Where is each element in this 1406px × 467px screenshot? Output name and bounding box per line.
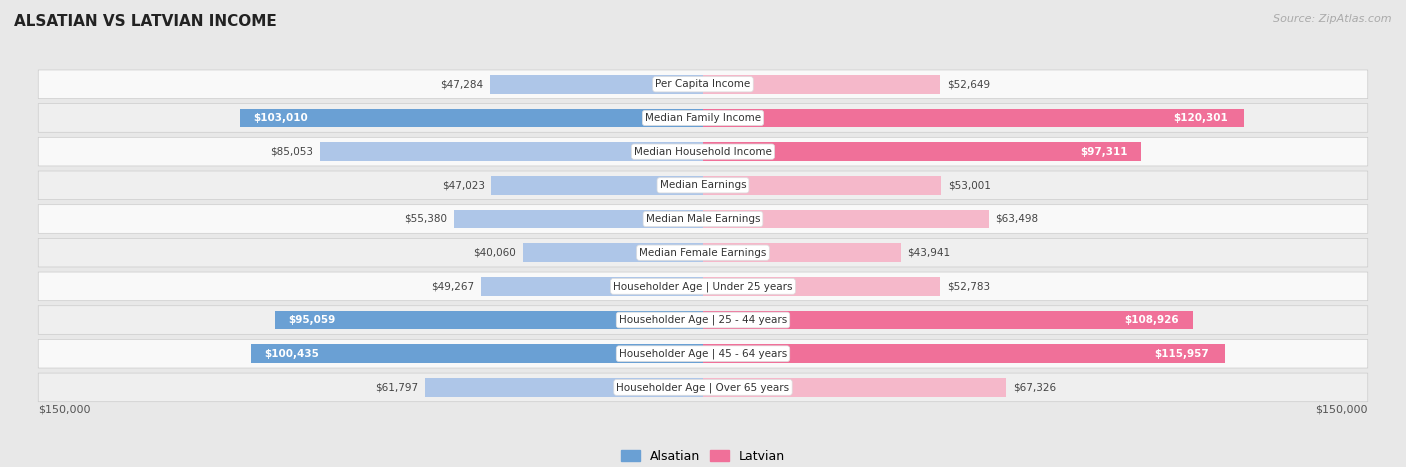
- Text: $150,000: $150,000: [1315, 404, 1368, 414]
- FancyBboxPatch shape: [38, 373, 1368, 402]
- FancyBboxPatch shape: [38, 272, 1368, 301]
- Text: Per Capita Income: Per Capita Income: [655, 79, 751, 89]
- Text: $108,926: $108,926: [1123, 315, 1178, 325]
- Bar: [239, 109, 703, 127]
- Text: $47,284: $47,284: [440, 79, 484, 89]
- Bar: [454, 210, 703, 228]
- Text: $120,301: $120,301: [1173, 113, 1227, 123]
- Text: Householder Age | Under 25 years: Householder Age | Under 25 years: [613, 281, 793, 291]
- Bar: [703, 142, 1140, 161]
- Bar: [703, 345, 1225, 363]
- Text: ALSATIAN VS LATVIAN INCOME: ALSATIAN VS LATVIAN INCOME: [14, 14, 277, 29]
- Text: Median Household Income: Median Household Income: [634, 147, 772, 156]
- Text: $67,326: $67,326: [1012, 382, 1056, 392]
- Text: $53,001: $53,001: [948, 180, 991, 191]
- Bar: [276, 311, 703, 329]
- Text: Median Female Earnings: Median Female Earnings: [640, 248, 766, 258]
- Text: $85,053: $85,053: [270, 147, 314, 156]
- Text: Median Family Income: Median Family Income: [645, 113, 761, 123]
- Bar: [523, 243, 703, 262]
- FancyBboxPatch shape: [38, 340, 1368, 368]
- FancyBboxPatch shape: [38, 104, 1368, 132]
- Bar: [703, 378, 1005, 396]
- Text: $47,023: $47,023: [441, 180, 485, 191]
- Text: $61,797: $61,797: [375, 382, 418, 392]
- Text: Householder Age | 45 - 64 years: Householder Age | 45 - 64 years: [619, 348, 787, 359]
- Text: $43,941: $43,941: [907, 248, 950, 258]
- Text: $103,010: $103,010: [253, 113, 308, 123]
- Bar: [492, 176, 703, 195]
- Bar: [703, 243, 901, 262]
- Bar: [703, 75, 939, 93]
- Text: Source: ZipAtlas.com: Source: ZipAtlas.com: [1274, 14, 1392, 24]
- FancyBboxPatch shape: [38, 70, 1368, 99]
- Text: $49,267: $49,267: [432, 281, 475, 291]
- Text: $100,435: $100,435: [264, 349, 319, 359]
- FancyBboxPatch shape: [38, 171, 1368, 199]
- Legend: Alsatian, Latvian: Alsatian, Latvian: [616, 445, 790, 467]
- FancyBboxPatch shape: [38, 306, 1368, 334]
- Text: $40,060: $40,060: [474, 248, 516, 258]
- Text: $95,059: $95,059: [288, 315, 336, 325]
- Bar: [703, 277, 941, 296]
- Bar: [321, 142, 703, 161]
- Text: $150,000: $150,000: [38, 404, 91, 414]
- Text: Householder Age | 25 - 44 years: Householder Age | 25 - 44 years: [619, 315, 787, 325]
- FancyBboxPatch shape: [38, 205, 1368, 234]
- Bar: [703, 311, 1194, 329]
- Text: Median Earnings: Median Earnings: [659, 180, 747, 191]
- Text: $63,498: $63,498: [995, 214, 1039, 224]
- Bar: [491, 75, 703, 93]
- Bar: [703, 176, 942, 195]
- Bar: [703, 109, 1244, 127]
- Text: $52,649: $52,649: [946, 79, 990, 89]
- FancyBboxPatch shape: [38, 137, 1368, 166]
- Text: $55,380: $55,380: [404, 214, 447, 224]
- Bar: [481, 277, 703, 296]
- Text: $97,311: $97,311: [1080, 147, 1128, 156]
- Text: Householder Age | Over 65 years: Householder Age | Over 65 years: [616, 382, 790, 393]
- Text: $52,783: $52,783: [948, 281, 990, 291]
- Text: Median Male Earnings: Median Male Earnings: [645, 214, 761, 224]
- Bar: [703, 210, 988, 228]
- Bar: [252, 345, 703, 363]
- FancyBboxPatch shape: [38, 238, 1368, 267]
- Bar: [425, 378, 703, 396]
- Text: $115,957: $115,957: [1154, 349, 1209, 359]
